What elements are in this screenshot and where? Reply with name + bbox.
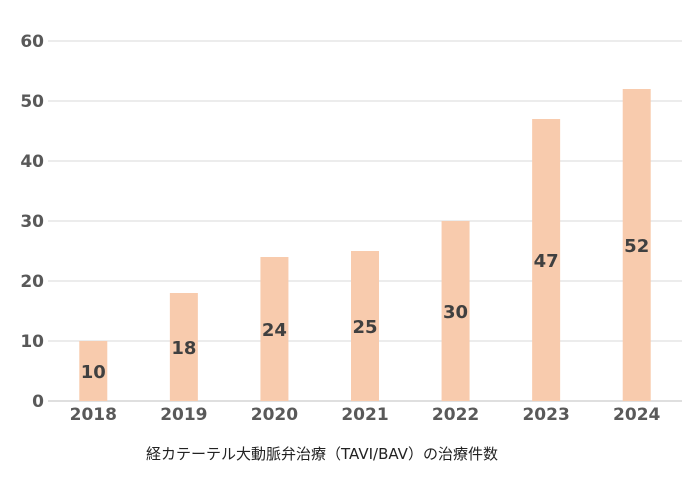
y-tick-label: 10 <box>20 332 44 352</box>
x-tick-label-2023: 2023 <box>522 405 569 425</box>
data-label-2024: 52 <box>624 236 649 257</box>
data-label-2019: 18 <box>171 338 196 359</box>
data-label-2023: 47 <box>534 251 559 272</box>
y-tick-label: 40 <box>20 152 44 172</box>
y-tick-label: 50 <box>20 92 44 112</box>
bar-2019 <box>169 293 198 401</box>
bar-2024 <box>622 89 651 401</box>
y-tick-label: 20 <box>20 272 44 292</box>
bar-2022 <box>441 221 470 401</box>
y-tick-label: 60 <box>20 32 44 52</box>
x-tick-label-2020: 2020 <box>251 405 298 425</box>
bar-2021 <box>351 251 379 401</box>
data-label-2021: 25 <box>352 317 377 338</box>
x-tick-label-2024: 2024 <box>613 405 660 425</box>
x-tick-label-2021: 2021 <box>341 405 388 425</box>
x-tick-label-2022: 2022 <box>432 405 479 425</box>
bar-2018 <box>79 341 108 401</box>
x-tick-label-2019: 2019 <box>160 405 207 425</box>
data-labels: 10 18 24 25 30 47 52 <box>81 236 649 383</box>
data-label-2018: 10 <box>81 362 106 383</box>
y-axis-ticks: 0 10 20 30 40 50 60 <box>20 32 44 412</box>
bar-2023 <box>532 119 561 401</box>
y-tick-label: 30 <box>20 212 44 232</box>
bars <box>79 89 651 401</box>
y-tick-label: 0 <box>32 392 44 412</box>
x-axis-title: 経カテーテル大動脈弁治療（TAVI/BAV）の治療件数 <box>146 445 498 463</box>
data-label-2022: 30 <box>443 302 468 323</box>
bar-2020 <box>260 257 289 401</box>
x-tick-label-2018: 2018 <box>70 405 117 425</box>
x-axis-ticks: 2018 2019 2020 2021 2022 2023 2024 <box>70 405 661 425</box>
data-label-2020: 24 <box>262 320 287 341</box>
